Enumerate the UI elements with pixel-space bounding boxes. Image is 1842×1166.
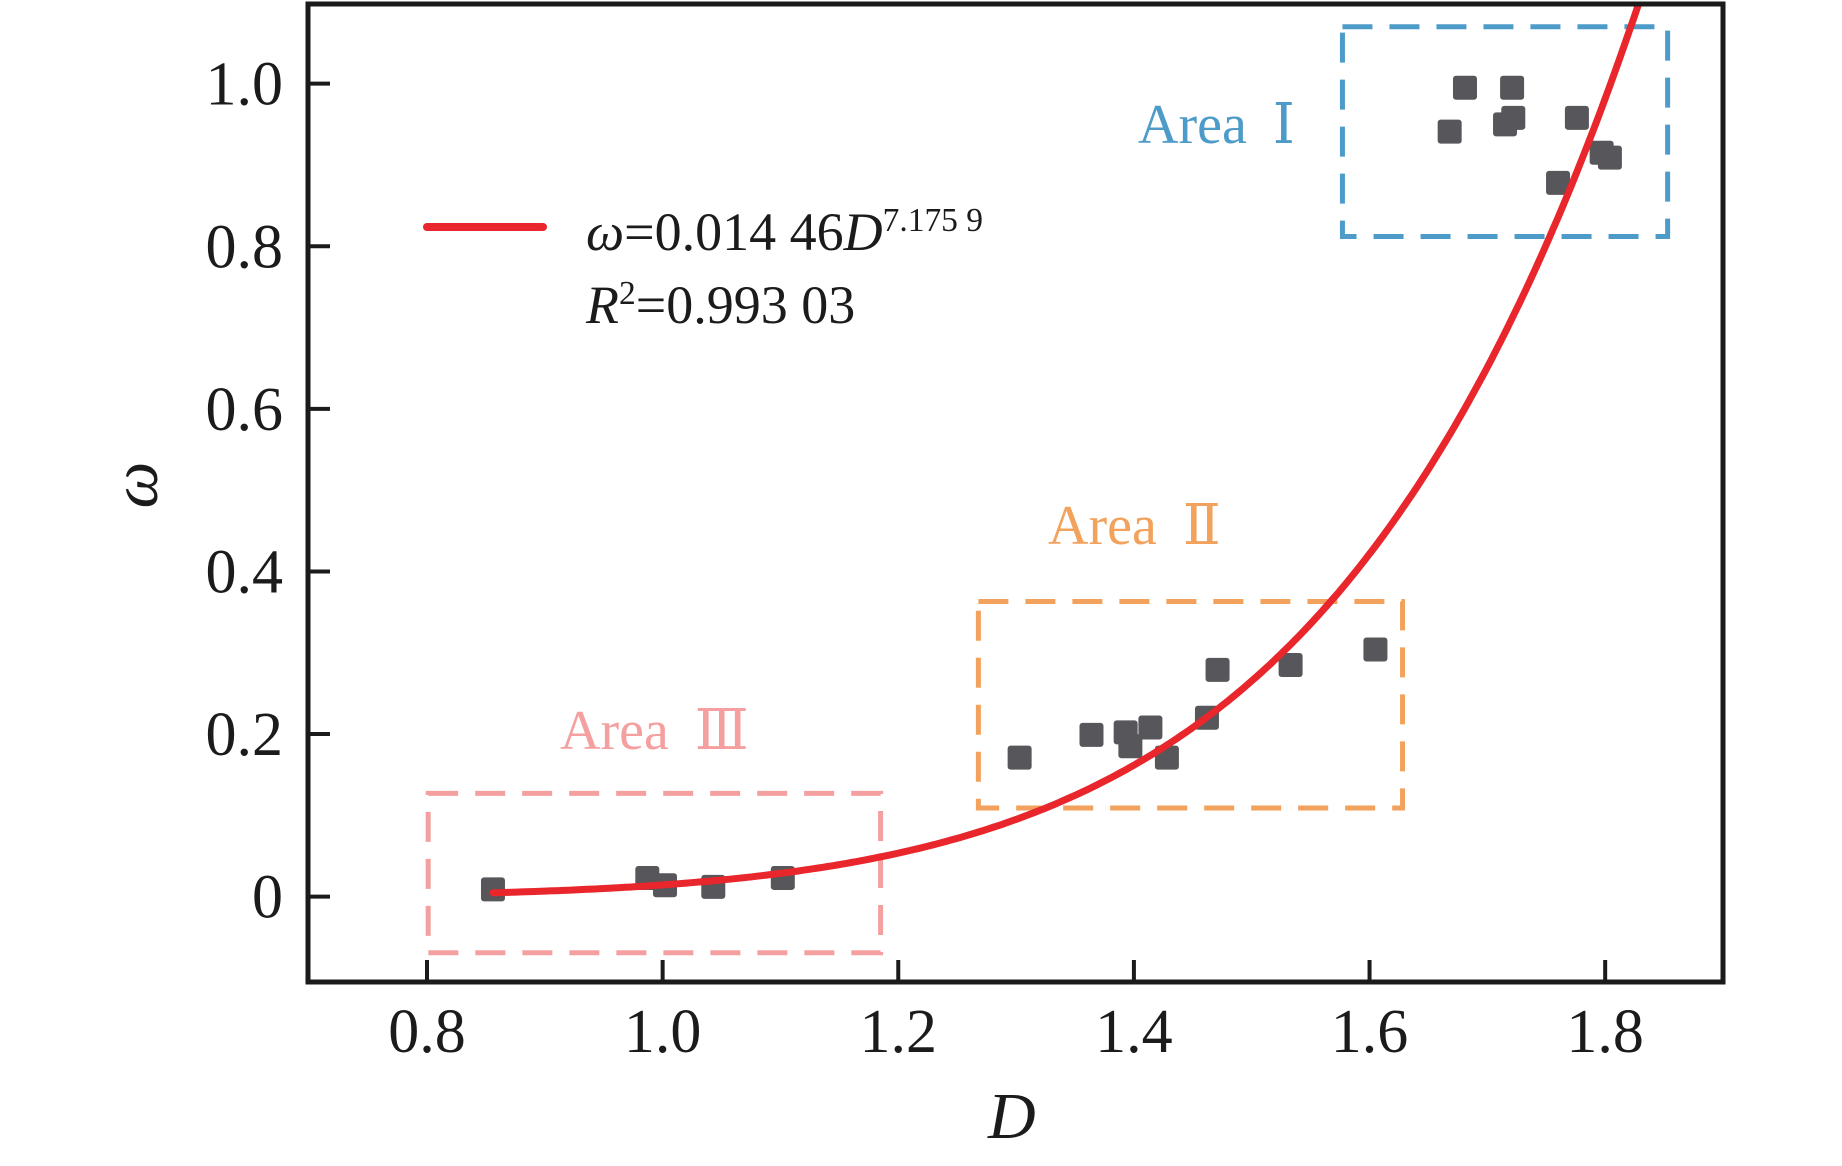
y-tick-label: 0.8 bbox=[206, 213, 284, 281]
data-point bbox=[1363, 637, 1388, 662]
x-tick-label: 1.0 bbox=[624, 998, 702, 1066]
data-point bbox=[1597, 145, 1622, 170]
data-point bbox=[1501, 105, 1526, 130]
x-tick-label: 0.8 bbox=[388, 998, 466, 1066]
y-tick-label: 0.2 bbox=[206, 701, 284, 769]
area-box-3 bbox=[425, 790, 884, 956]
equation-exponent: 7.175 9 bbox=[882, 202, 984, 239]
x-tick-label: 1.2 bbox=[860, 998, 938, 1066]
d-symbol: D bbox=[843, 202, 883, 262]
area-1-label: Area Ⅰ bbox=[1138, 94, 1295, 156]
y-tick-label: 1.0 bbox=[206, 51, 284, 119]
data-point bbox=[1138, 715, 1163, 740]
plot-frame bbox=[305, 1, 1726, 985]
x-tick-label: 1.8 bbox=[1566, 998, 1644, 1066]
area-box-2 bbox=[975, 599, 1406, 811]
data-point bbox=[1205, 657, 1230, 682]
r-superscript: 2 bbox=[619, 275, 636, 312]
data-point bbox=[1452, 75, 1477, 100]
legend-equation: ω=0.014 46D7.175 9 bbox=[586, 202, 984, 262]
equation-coefficient: =0.014 46 bbox=[624, 202, 844, 262]
x-axis-title: D bbox=[988, 1080, 1036, 1153]
r-squared-value: =0.993 03 bbox=[635, 275, 856, 335]
data-point bbox=[1564, 105, 1589, 130]
r-symbol: R bbox=[586, 275, 619, 335]
legend-fit-line-swatch bbox=[423, 223, 547, 231]
omega-symbol: ω bbox=[586, 202, 625, 262]
fit-curve bbox=[489, 4, 1643, 897]
data-point bbox=[1500, 75, 1525, 100]
data-point bbox=[1278, 652, 1303, 677]
data-point bbox=[1437, 119, 1462, 144]
x-tick-label: 1.4 bbox=[1095, 998, 1173, 1066]
y-tick-label: 0.6 bbox=[206, 376, 284, 444]
y-axis-title: ω bbox=[99, 461, 172, 509]
data-point bbox=[1546, 170, 1571, 195]
area-3-label: Area Ⅲ bbox=[560, 700, 749, 762]
area-2-label: Area Ⅱ bbox=[1048, 495, 1221, 557]
y-tick-label: 0.4 bbox=[206, 538, 284, 606]
y-tick-label: 0 bbox=[252, 864, 283, 932]
data-point bbox=[1079, 722, 1104, 747]
legend-r-squared: R2=0.993 03 bbox=[586, 275, 856, 335]
area-box-1 bbox=[1339, 24, 1671, 240]
x-tick-label: 1.6 bbox=[1331, 998, 1409, 1066]
data-point bbox=[1007, 745, 1032, 770]
data-point bbox=[1118, 734, 1143, 759]
